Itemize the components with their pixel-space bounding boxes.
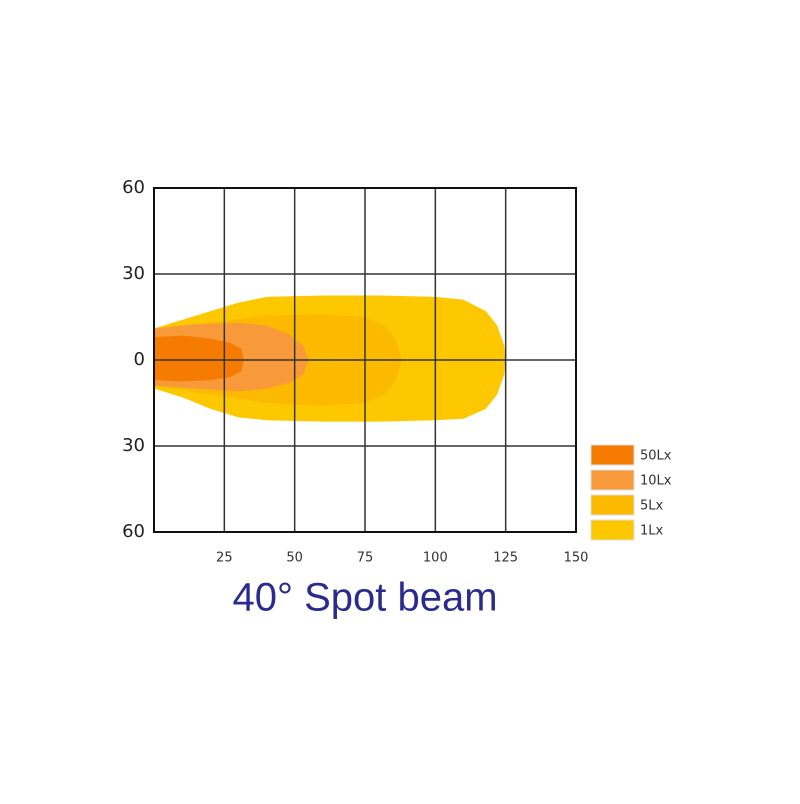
legend-label: 5Lx [640,499,664,514]
chart-title: 40° Spot beam [232,576,497,620]
legend-swatch [590,494,635,516]
isolux-area [154,335,245,382]
y-tick-label: 60 [122,521,145,542]
y-tick-label: 0 [134,349,145,370]
legend-swatch [590,469,635,491]
y-tick-label: 30 [122,263,145,284]
legend-swatch [590,519,635,541]
x-tick-label: 25 [216,551,233,566]
x-tick-label: 125 [493,551,518,566]
legend-label: 50Lx [640,449,672,464]
x-tick-label: 75 [357,551,374,566]
plot-frame [153,187,577,533]
y-tick-label: 30 [122,435,145,456]
x-tick-label: 150 [564,551,589,566]
legend-swatch [590,444,635,466]
legend-label: 10Lx [640,474,672,489]
legend-label: 1Lx [640,524,664,539]
x-tick-label: 50 [286,551,303,566]
y-tick-label: 60 [122,177,145,198]
x-tick-label: 100 [423,551,448,566]
